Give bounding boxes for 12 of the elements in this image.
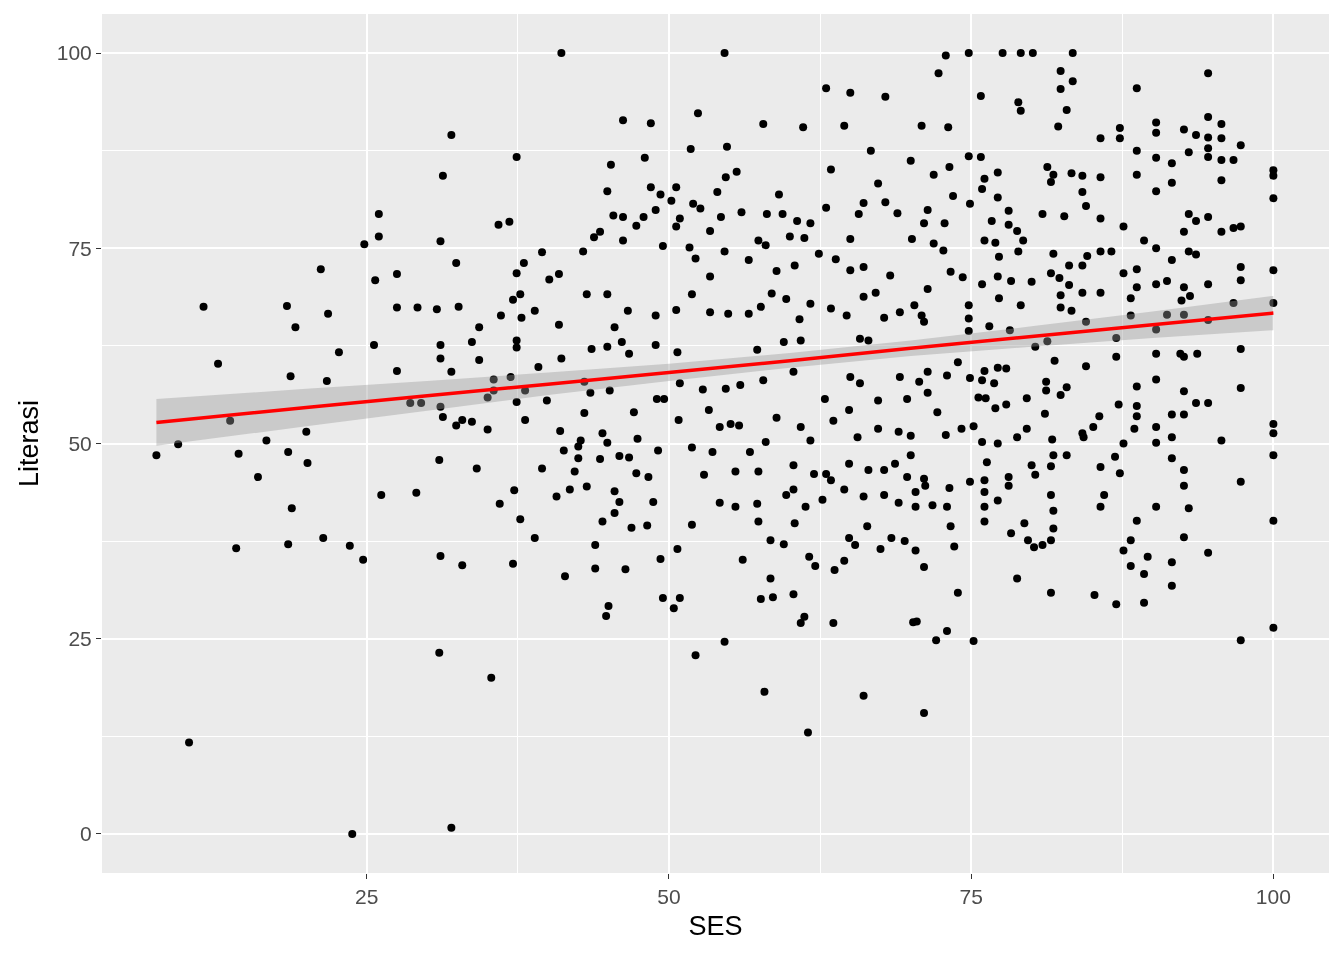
- y-tick-label: 0: [80, 822, 92, 846]
- y-tick-label: 50: [68, 431, 92, 455]
- y-tick-label: 100: [56, 41, 92, 65]
- x-tick-label: 25: [355, 885, 379, 909]
- x-tick-label: 100: [1255, 885, 1291, 909]
- x-tick-label: 75: [959, 885, 983, 909]
- y-tick-label: 25: [68, 627, 92, 651]
- x-tick-label: 50: [657, 885, 681, 909]
- line-series: [154, 311, 1276, 425]
- y-axis-title: Literasi: [13, 399, 44, 488]
- x-axis-title: SES: [688, 910, 743, 941]
- y-tick-label: 75: [68, 236, 92, 260]
